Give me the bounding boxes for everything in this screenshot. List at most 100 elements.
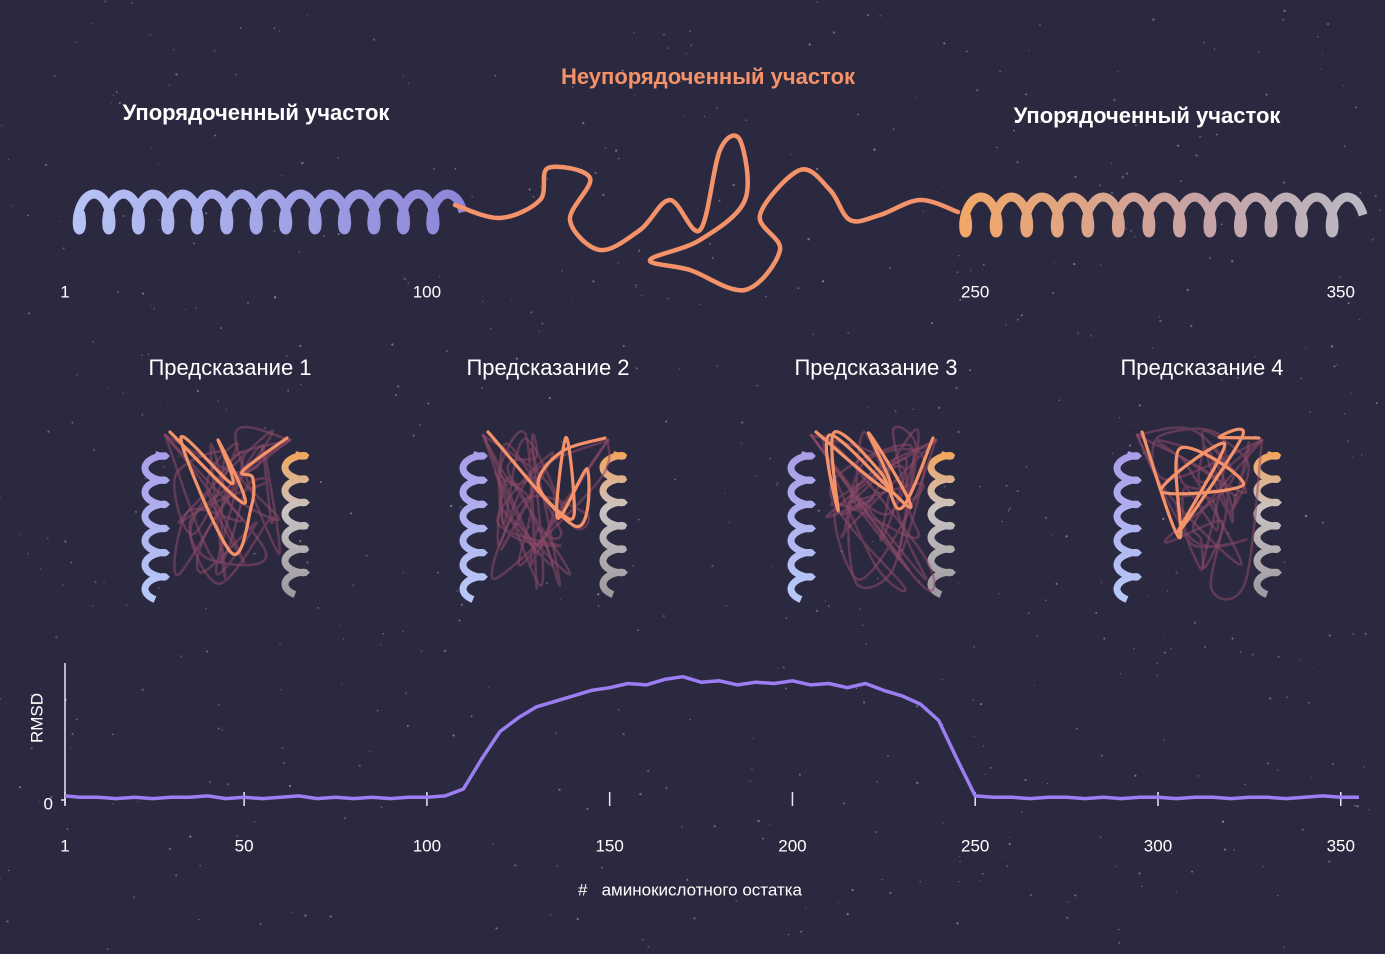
speckle xyxy=(281,174,283,177)
speckle xyxy=(1039,24,1041,26)
speckle xyxy=(391,343,394,346)
speckle xyxy=(175,73,178,76)
speckle xyxy=(236,834,239,837)
speckle xyxy=(699,303,701,306)
speckle xyxy=(1204,646,1206,648)
speckle xyxy=(756,384,759,387)
speckle xyxy=(141,413,144,416)
disordered-chain xyxy=(809,428,938,581)
speckle xyxy=(635,284,637,286)
speckle xyxy=(490,366,493,369)
speckle xyxy=(62,584,64,586)
speckle xyxy=(1166,590,1169,592)
speckle xyxy=(0,877,1,880)
speckle xyxy=(957,583,959,585)
speckle xyxy=(487,686,490,689)
x-tick-label: 250 xyxy=(961,836,989,855)
speckle xyxy=(1203,41,1206,44)
speckle xyxy=(157,162,159,165)
speckle xyxy=(555,732,557,734)
speckle xyxy=(1027,612,1030,614)
speckle xyxy=(1233,848,1235,851)
speckle xyxy=(1251,653,1254,656)
speckle xyxy=(1159,319,1162,323)
speckle xyxy=(298,250,301,253)
speckle xyxy=(199,864,202,867)
speckle xyxy=(981,872,984,875)
speckle xyxy=(1191,870,1194,873)
speckle xyxy=(1152,347,1154,349)
speckle xyxy=(768,823,771,826)
speckle xyxy=(711,564,714,567)
speckle xyxy=(1276,894,1279,897)
speckle xyxy=(150,304,152,307)
speckle xyxy=(1244,783,1246,786)
speckle xyxy=(407,281,410,284)
speckle xyxy=(75,41,77,44)
speckle xyxy=(1347,302,1350,305)
speckle xyxy=(38,801,40,803)
speckle xyxy=(342,638,345,640)
helix xyxy=(281,451,310,598)
speckle xyxy=(19,533,21,535)
speckle xyxy=(406,724,409,727)
speckle xyxy=(456,589,459,593)
speckle xyxy=(1051,534,1054,536)
speckle xyxy=(157,587,160,590)
speckle xyxy=(887,755,890,758)
speckle xyxy=(622,345,625,348)
speckle xyxy=(481,387,483,390)
speckle xyxy=(1350,392,1353,395)
speckle xyxy=(1213,48,1216,50)
speckle xyxy=(1016,490,1019,492)
speckle xyxy=(286,355,288,357)
speckle xyxy=(1364,632,1367,635)
speckle xyxy=(350,512,353,515)
speckle xyxy=(978,880,981,882)
speckle xyxy=(958,855,961,858)
speckle xyxy=(879,14,882,17)
speckle xyxy=(1176,144,1180,147)
speckle xyxy=(133,896,136,899)
speckle xyxy=(1147,595,1149,598)
speckle xyxy=(632,31,635,34)
speckle xyxy=(725,605,727,607)
speckle xyxy=(546,177,549,180)
speckle xyxy=(167,192,170,195)
speckle xyxy=(445,350,448,353)
speckle xyxy=(372,38,376,41)
speckle xyxy=(1066,916,1069,919)
speckle xyxy=(816,167,819,171)
speckle xyxy=(1025,465,1028,468)
speckle xyxy=(1286,696,1288,699)
speckle xyxy=(632,564,634,567)
speckle xyxy=(827,605,830,607)
speckle xyxy=(775,484,778,487)
speckle xyxy=(1008,842,1011,845)
speckle xyxy=(217,400,220,403)
speckle xyxy=(1129,425,1132,427)
speckle xyxy=(751,768,753,770)
speckle xyxy=(452,734,455,737)
speckle xyxy=(1118,941,1121,944)
speckle xyxy=(394,393,398,397)
speckle xyxy=(39,568,42,570)
speckle xyxy=(1074,894,1077,897)
speckle xyxy=(1024,779,1027,782)
speckle xyxy=(1020,314,1023,317)
speckle xyxy=(916,705,919,708)
speckle xyxy=(358,764,361,767)
speckle xyxy=(1254,356,1257,358)
speckle xyxy=(27,214,30,217)
helix xyxy=(959,192,1368,238)
speckle xyxy=(18,785,21,789)
disordered-chain xyxy=(481,433,611,581)
speckle xyxy=(1359,192,1362,194)
speckle xyxy=(1305,346,1307,349)
speckle xyxy=(532,195,535,198)
speckle xyxy=(1328,634,1331,637)
speckle xyxy=(264,426,266,429)
speckle xyxy=(412,434,415,437)
speckle xyxy=(1209,257,1212,260)
